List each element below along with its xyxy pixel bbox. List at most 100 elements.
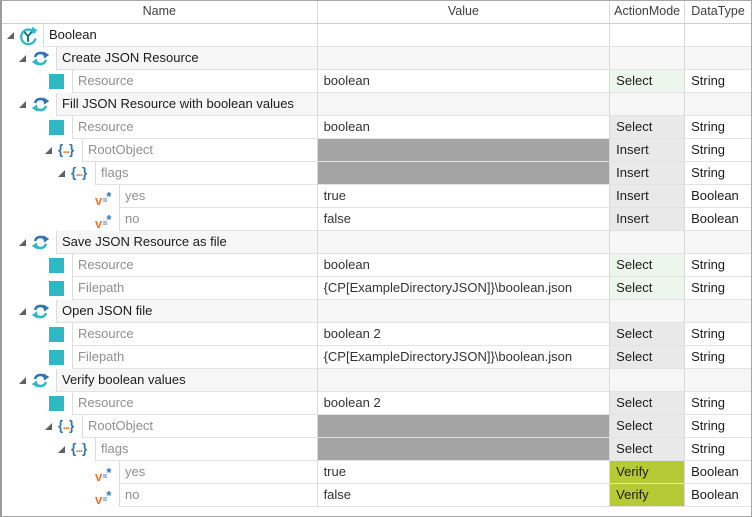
tree-row[interactable]: {...} RootObject Select String <box>2 415 751 438</box>
row-name-cell[interactable]: flags <box>95 162 317 185</box>
tree-row[interactable]: Resource boolean Select String <box>2 254 751 277</box>
row-name-cell[interactable]: Fill JSON Resource with boolean values <box>56 93 317 116</box>
tree-row[interactable]: Save JSON Resource as file <box>2 231 751 254</box>
actionmode-cell[interactable] <box>609 47 685 70</box>
column-header-value[interactable]: Value <box>316 1 610 23</box>
row-name-cell[interactable]: Resource <box>72 116 317 139</box>
row-name-cell[interactable]: Open JSON file <box>56 300 317 323</box>
actionmode-cell[interactable] <box>609 300 685 323</box>
value-cell-disabled[interactable] <box>316 162 610 185</box>
tree-row[interactable]: Open JSON file <box>2 300 751 323</box>
actionmode-cell[interactable]: Insert <box>609 139 685 162</box>
row-name-cell[interactable]: no <box>119 208 317 231</box>
expander-triangle-icon[interactable] <box>45 423 52 430</box>
tree-row[interactable]: {...} flags Insert String <box>2 162 751 185</box>
tree-row[interactable]: Filepath {CP[ExampleDirectoryJSON]}\boole… <box>2 346 751 369</box>
row-name-cell[interactable]: RootObject <box>82 139 317 162</box>
actionmode-cell[interactable]: Select <box>609 438 685 461</box>
value-cell[interactable]: {CP[ExampleDirectoryJSON]}\boolean.json <box>316 277 610 300</box>
value-cell[interactable] <box>316 231 610 254</box>
tree-row[interactable]: Boolean <box>2 24 751 47</box>
tree-row[interactable]: v=* yes true Verify Boolean <box>2 461 751 484</box>
tree-row[interactable]: v=* no false Insert Boolean <box>2 208 751 231</box>
value-cell-disabled[interactable] <box>316 139 610 162</box>
expander-triangle-icon[interactable] <box>58 170 65 177</box>
expander-triangle-icon[interactable] <box>19 55 26 62</box>
actionmode-cell[interactable]: Select <box>609 277 685 300</box>
value-cell[interactable]: boolean 2 <box>316 323 610 346</box>
row-name-cell[interactable]: yes <box>119 185 317 208</box>
datatype-text: String <box>691 349 726 364</box>
tree-row[interactable]: Resource boolean 2 Select String <box>2 323 751 346</box>
tree-row[interactable]: Fill JSON Resource with boolean values <box>2 93 751 116</box>
actionmode-cell[interactable]: Select <box>609 346 685 369</box>
actionmode-cell[interactable]: Select <box>609 323 685 346</box>
row-name-cell[interactable]: Save JSON Resource as file <box>56 231 317 254</box>
column-header-name[interactable]: Name <box>2 1 317 23</box>
tree-row[interactable]: v=* no false Verify Boolean <box>2 484 751 507</box>
actionmode-cell[interactable]: Verify <box>609 461 685 484</box>
expander-triangle-icon[interactable] <box>19 308 26 315</box>
value-cell[interactable]: false <box>316 208 610 231</box>
expander-triangle-icon[interactable] <box>19 239 26 246</box>
tree-row[interactable]: Verify boolean values <box>2 369 751 392</box>
actionmode-cell[interactable] <box>609 231 685 254</box>
actionmode-cell[interactable]: Select <box>609 116 685 139</box>
column-header-datatype[interactable]: DataType <box>684 1 751 23</box>
actionmode-cell[interactable]: Insert <box>609 185 685 208</box>
row-name-cell[interactable]: Create JSON Resource <box>56 47 317 70</box>
actionmode-cell[interactable]: Verify <box>609 484 685 507</box>
actionmode-cell[interactable] <box>609 369 685 392</box>
expander-triangle-icon[interactable] <box>58 446 65 453</box>
value-cell-disabled[interactable] <box>316 438 610 461</box>
value-cell[interactable]: true <box>316 185 610 208</box>
value-cell[interactable] <box>316 24 610 47</box>
actionmode-cell[interactable]: Select <box>609 415 685 438</box>
row-name-cell[interactable]: Filepath <box>72 346 317 369</box>
row-name-cell[interactable]: Resource <box>72 392 317 415</box>
row-name-cell[interactable]: no <box>119 484 317 507</box>
tree-row[interactable]: Resource boolean 2 Select String <box>2 392 751 415</box>
expander-triangle-icon[interactable] <box>45 147 52 154</box>
value-cell[interactable]: true <box>316 461 610 484</box>
row-name-cell[interactable]: Filepath <box>72 277 317 300</box>
actionmode-cell[interactable] <box>609 93 685 116</box>
actionmode-cell[interactable]: Select <box>609 392 685 415</box>
tree-row[interactable]: v=* yes true Insert Boolean <box>2 185 751 208</box>
value-cell[interactable]: boolean <box>316 116 610 139</box>
value-cell[interactable] <box>316 93 610 116</box>
actionmode-cell[interactable]: Insert <box>609 208 685 231</box>
row-name-cell[interactable]: Verify boolean values <box>56 369 317 392</box>
row-name-cell[interactable]: Resource <box>72 323 317 346</box>
value-cell-disabled[interactable] <box>316 415 610 438</box>
tree-row[interactable]: {...} RootObject Insert String <box>2 139 751 162</box>
tree-row[interactable]: {...} flags Select String <box>2 438 751 461</box>
actionmode-cell[interactable]: Insert <box>609 162 685 185</box>
expander-triangle-icon[interactable] <box>19 101 26 108</box>
tree-row[interactable]: Resource boolean Select String <box>2 116 751 139</box>
row-name-cell[interactable]: Resource <box>72 70 317 93</box>
row-name-cell[interactable]: Resource <box>72 254 317 277</box>
datatype-text: String <box>691 441 726 456</box>
actionmode-cell[interactable]: Select <box>609 254 685 277</box>
row-name-cell[interactable]: Boolean <box>43 24 317 47</box>
expander-triangle-icon[interactable] <box>19 377 26 384</box>
value-cell[interactable]: boolean <box>316 70 610 93</box>
value-cell[interactable] <box>316 369 610 392</box>
expander-triangle-icon[interactable] <box>7 32 14 39</box>
tree-row[interactable]: Create JSON Resource <box>2 47 751 70</box>
tree-row[interactable]: Filepath {CP[ExampleDirectoryJSON]}\boole… <box>2 277 751 300</box>
actionmode-cell[interactable] <box>609 24 685 47</box>
value-cell[interactable] <box>316 300 610 323</box>
actionmode-cell[interactable]: Select <box>609 70 685 93</box>
value-cell[interactable]: boolean <box>316 254 610 277</box>
tree-row[interactable]: Resource boolean Select String <box>2 70 751 93</box>
value-cell[interactable] <box>316 47 610 70</box>
value-cell[interactable]: boolean 2 <box>316 392 610 415</box>
row-name-cell[interactable]: yes <box>119 461 317 484</box>
column-header-actionmode[interactable]: ActionMode <box>609 1 684 23</box>
value-cell[interactable]: false <box>316 484 610 507</box>
row-name-cell[interactable]: RootObject <box>82 415 317 438</box>
row-name-cell[interactable]: flags <box>95 438 317 461</box>
value-cell[interactable]: {CP[ExampleDirectoryJSON]}\boolean.json <box>316 346 610 369</box>
